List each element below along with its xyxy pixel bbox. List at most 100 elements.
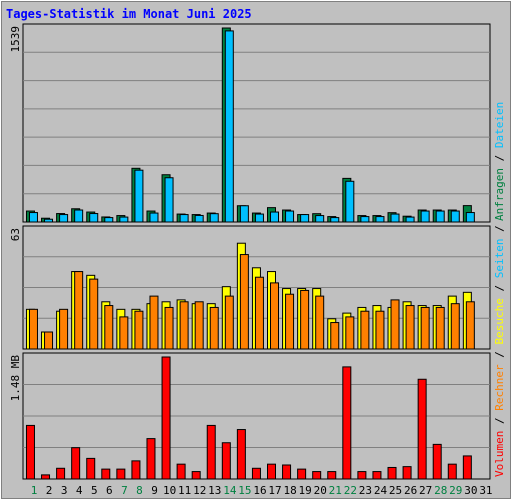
legend-sep-3: / [493,345,506,365]
bar-volumen-day-30 [462,455,472,480]
day-label-14: 14 [223,484,237,497]
bar-volumen-day-28 [432,443,442,480]
bar-volumen-day-16 [251,467,261,480]
legend-dateien: Dateien [493,102,506,148]
bar-dateien-day-12 [194,214,204,223]
bar-dateien-day-7 [119,216,129,223]
bar-dateien-day-28 [435,210,445,223]
bar-dateien-day-9 [149,212,159,223]
bar-rechner-day-3 [59,308,69,350]
bar-dateien-day-24 [375,216,385,223]
day-label-5: 5 [91,484,98,497]
bar-volumen-day-4 [71,447,81,480]
bar-volumen-day-29 [447,463,457,480]
day-label-29: 29 [449,484,462,497]
legend-besuche: Besuche [493,298,506,344]
bar-rechner-day-20 [315,295,325,350]
bar-volumen-day-5 [86,457,96,480]
bar-rechner-day-28 [435,306,445,350]
day-label-30: 30 [464,484,477,497]
bar-volumen-day-2 [41,474,51,480]
day-label-25: 25 [389,484,402,497]
day-label-3: 3 [61,484,68,497]
day-label-1: 1 [31,484,38,497]
bar-dateien-day-16 [254,213,264,223]
bar-dateien-day-8 [134,169,144,223]
bar-rechner-day-15 [239,254,249,350]
bar-dateien-day-10 [164,177,174,223]
day-label-28: 28 [434,484,447,497]
bar-dateien-day-30 [465,212,475,223]
bar-dateien-day-25 [390,213,400,223]
chart-title: Tages-Statistik im Monat Juni 2025 [6,7,252,21]
day-label-26: 26 [404,484,417,497]
panel-max-label-visits: 63 [9,228,22,241]
bar-rechner-day-14 [224,295,234,350]
bar-rechner-day-29 [450,303,460,350]
bar-volumen-day-14 [221,442,231,480]
bar-dateien-day-4 [74,209,84,223]
legend-volumen: Volumen [493,431,506,477]
bar-volumen-day-10 [161,356,171,480]
bar-dateien-day-17 [270,211,279,223]
bar-rechner-day-23 [360,310,370,350]
bar-volumen-day-24 [372,471,382,480]
bar-volumen-day-1 [25,424,35,480]
bar-dateien-day-19 [300,214,310,223]
bar-volumen-day-13 [206,424,216,480]
bar-rechner-day-2 [44,331,54,350]
bar-volumen-day-9 [146,438,156,480]
day-label-22: 22 [344,484,357,497]
bar-volumen-day-17 [267,463,276,480]
bar-rechner-day-13 [209,306,219,350]
bar-dateien-day-20 [315,215,325,223]
day-label-16: 16 [253,484,266,497]
day-label-10: 10 [163,484,176,497]
day-label-21: 21 [329,484,342,497]
bar-volumen-day-26 [402,466,412,480]
bar-dateien-day-23 [360,216,370,223]
bar-rechner-day-24 [375,310,385,350]
bar-dateien-day-11 [179,214,189,223]
panel-max-label-hits: 1539 [9,26,22,53]
panel-max-label-volume: 1.48 MB [9,355,22,402]
chart-panels: 1539 63 1.48 MB [9,23,491,480]
bar-volumen-day-8 [131,460,141,480]
day-label-20: 20 [314,484,327,497]
bar-rechner-day-19 [300,289,310,350]
bar-rechner-day-16 [254,276,264,350]
bar-dateien-day-1 [28,212,38,223]
side-legend-top: Anfragen / Dateien [493,102,506,221]
bar-dateien-day-5 [89,213,99,223]
legend-rechner: Rechner [493,364,506,411]
legend-sep-4: / [493,411,506,431]
day-label-13: 13 [208,484,221,497]
bar-rechner-day-27 [420,306,430,350]
bar-volumen-day-6 [101,468,111,480]
bar-rechner-day-30 [465,301,475,350]
day-label-15: 15 [238,484,251,497]
panel-hits: 1539 [9,23,491,223]
bar-volumen-day-20 [312,471,322,480]
day-label-18: 18 [283,484,296,497]
bar-rechner-day-26 [405,305,415,350]
bar-rechner-day-21 [330,322,340,350]
legend-sep-2: / [493,278,506,298]
panel-volume: 1.48 MB [9,352,491,480]
bar-dateien-day-6 [104,217,114,223]
bar-volumen-day-19 [297,468,307,480]
day-label-7: 7 [121,484,128,497]
day-label-11: 11 [178,484,191,497]
bar-volumen-day-23 [357,471,367,480]
bar-dateien-day-27 [420,210,430,223]
bar-volumen-day-15 [236,429,246,480]
bar-rechner-day-7 [119,316,129,350]
bar-dateien-day-13 [209,213,219,223]
bar-volumen-day-25 [387,466,397,480]
bar-dateien-day-18 [285,210,295,223]
day-label-9: 9 [151,484,158,497]
day-label-24: 24 [374,484,388,497]
bar-dateien-day-29 [450,210,460,223]
panel-visits: 63 [9,225,491,350]
